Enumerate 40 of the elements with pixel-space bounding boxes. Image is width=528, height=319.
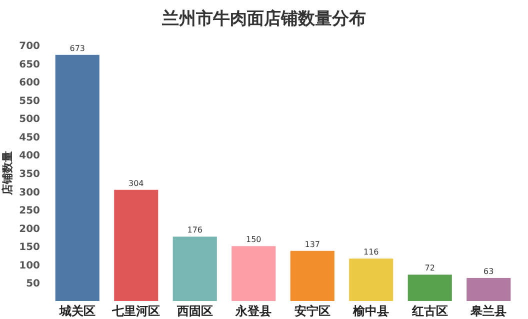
data-label: 176 [187, 226, 203, 235]
y-tick-label: 550 [19, 96, 40, 107]
y-tick-label: 450 [19, 132, 40, 144]
x-tick-label: 七里河区 [111, 304, 160, 318]
y-tick-label: 350 [19, 169, 40, 180]
y-tick-label: 200 [19, 224, 40, 235]
data-label: 304 [128, 178, 144, 188]
bar [172, 236, 217, 301]
x-tick-label: 红古区 [410, 304, 448, 318]
y-tick-label: 400 [19, 150, 40, 162]
data-label: 63 [484, 266, 494, 276]
y-tick-label: 100 [19, 260, 40, 272]
bar [232, 246, 276, 301]
x-tick-label: 西固区 [176, 304, 213, 318]
data-label: 116 [363, 248, 379, 257]
y-tick-label: 150 [19, 242, 40, 254]
data-label: 137 [304, 240, 320, 249]
x-tick-label: 榆中县 [352, 304, 390, 318]
y-tick-label: 700 [19, 41, 40, 52]
y-tick-label: 300 [19, 187, 40, 198]
y-tick-label: 650 [19, 59, 40, 70]
x-tick-label: 永登县 [234, 304, 272, 318]
data-label: 673 [70, 44, 86, 53]
y-tick-label: 500 [19, 114, 40, 126]
y-tick-label: 600 [19, 78, 40, 89]
bar [408, 274, 452, 301]
bar [290, 250, 334, 301]
bar [349, 258, 394, 301]
data-label: 150 [246, 235, 262, 244]
y-tick-label: 250 [19, 206, 40, 217]
x-tick-label: 安宁区 [294, 304, 330, 318]
x-tick-label: 城关区 [58, 304, 96, 318]
bar [466, 278, 511, 301]
x-tick-label: 皋兰县 [470, 304, 507, 318]
data-label: 72 [424, 264, 435, 273]
bar [55, 54, 100, 301]
y-axis-title: 店铺数量 [1, 151, 14, 196]
y-tick-label: 50 [26, 278, 40, 290]
bar [114, 190, 158, 301]
chart-title: 兰州市牛肉面店铺数量分布 [161, 9, 366, 29]
